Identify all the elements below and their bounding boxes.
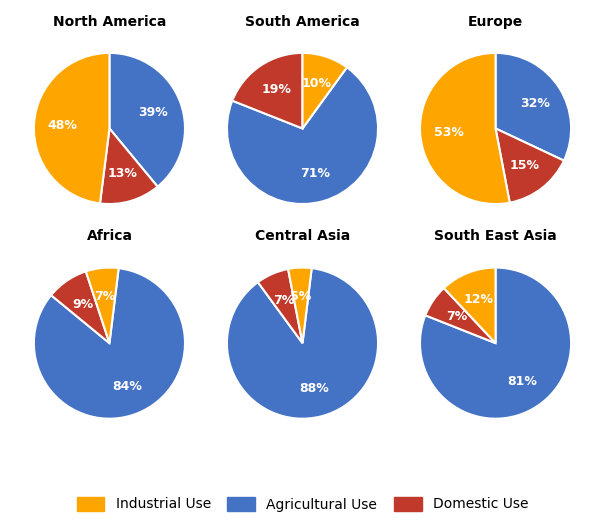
Text: 15%: 15% [509, 159, 539, 172]
Title: South America: South America [245, 15, 360, 29]
Text: 39%: 39% [139, 106, 168, 119]
Wedge shape [302, 53, 347, 128]
Text: 19%: 19% [261, 83, 291, 96]
Text: 7%: 7% [446, 310, 468, 323]
Wedge shape [425, 288, 495, 343]
Wedge shape [420, 268, 571, 419]
Wedge shape [51, 271, 110, 343]
Text: 7%: 7% [273, 294, 295, 307]
Wedge shape [288, 268, 312, 343]
Text: 32%: 32% [520, 97, 550, 110]
Wedge shape [232, 53, 302, 128]
Wedge shape [227, 68, 378, 204]
Text: 7%: 7% [94, 290, 116, 303]
Wedge shape [34, 268, 185, 419]
Text: 5%: 5% [290, 290, 312, 303]
Text: 9%: 9% [73, 298, 94, 311]
Text: 48%: 48% [48, 119, 77, 132]
Wedge shape [420, 53, 510, 204]
Text: 12%: 12% [463, 293, 493, 306]
Wedge shape [227, 268, 378, 419]
Title: South East Asia: South East Asia [434, 230, 557, 243]
Wedge shape [110, 53, 185, 187]
Text: 81%: 81% [507, 375, 537, 388]
Wedge shape [100, 128, 158, 204]
Title: North America: North America [53, 15, 166, 29]
Wedge shape [258, 269, 302, 343]
Title: Africa: Africa [87, 230, 132, 243]
Text: 71%: 71% [301, 167, 330, 180]
Title: Central Asia: Central Asia [255, 230, 350, 243]
Text: 53%: 53% [434, 126, 464, 139]
Wedge shape [495, 128, 564, 203]
Text: 88%: 88% [299, 382, 329, 395]
Text: 13%: 13% [108, 167, 137, 180]
Text: 84%: 84% [112, 380, 142, 393]
Legend: Industrial Use, Agricultural Use, Domestic Use: Industrial Use, Agricultural Use, Domest… [71, 491, 534, 517]
Wedge shape [444, 268, 495, 343]
Text: 10%: 10% [302, 78, 332, 91]
Wedge shape [86, 268, 119, 343]
Wedge shape [495, 53, 571, 161]
Title: Europe: Europe [468, 15, 523, 29]
Wedge shape [34, 53, 110, 203]
